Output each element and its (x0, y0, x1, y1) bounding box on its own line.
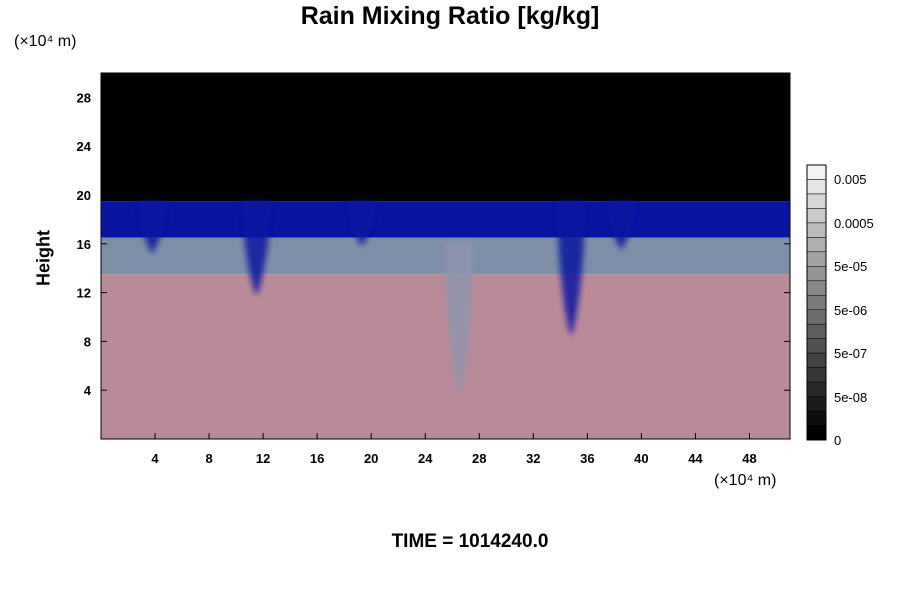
plume-5 (607, 201, 636, 250)
y-axis-unit: (×10⁴ m) (14, 33, 77, 50)
colorbar-label: 5e-05 (834, 259, 867, 274)
colorbar-cell (806, 381, 827, 397)
colorbar-label: 5e-06 (834, 303, 867, 318)
band-upper (101, 201, 790, 238)
colorbar-cell (806, 179, 827, 195)
colorbar-cell (806, 338, 827, 354)
plume-0 (138, 201, 167, 254)
colorbar-cell (806, 367, 827, 383)
plume-3 (445, 243, 474, 397)
plume-2 (347, 201, 376, 247)
x-tick-label: 8 (205, 451, 212, 466)
colorbar-label: 5e-08 (834, 390, 867, 405)
x-tick-label: 24 (418, 451, 433, 466)
y-tick-label: 12 (77, 286, 91, 301)
colorbar-cell (806, 266, 827, 282)
colorbar-label: 5e-07 (834, 346, 867, 361)
x-axis-unit: (×10⁴ m) (714, 472, 777, 489)
y-tick-label: 28 (77, 90, 91, 105)
colorbar-cell (806, 222, 827, 238)
plume-1 (242, 201, 271, 296)
plot-frame (100, 72, 791, 440)
colorbar-cell (806, 251, 827, 267)
y-tick-label: 20 (77, 188, 91, 203)
y-tick-label: 24 (77, 139, 92, 154)
colorbar-cell (806, 208, 827, 224)
x-tick-label: 32 (526, 451, 540, 466)
band-top (101, 73, 790, 202)
band-lower (101, 274, 790, 439)
x-tick-label: 20 (364, 451, 378, 466)
x-tick-label: 40 (634, 451, 648, 466)
colorbar-cell (806, 295, 827, 310)
colorbar-label: 0.0005 (834, 216, 874, 231)
colorbar-cell (806, 410, 827, 426)
colorbar-label: 0.005 (834, 172, 867, 187)
colorbar-cell (806, 164, 827, 180)
x-tick-label: 4 (151, 451, 159, 466)
x-tick-label: 16 (310, 451, 324, 466)
time-label: TIME = 1014240.0 (391, 531, 549, 552)
colorbar-cell (806, 323, 827, 339)
colorbar-cell (806, 425, 827, 441)
y-tick-label: 8 (84, 334, 91, 349)
colorbar-cell (806, 280, 827, 296)
plot-area (101, 73, 790, 439)
y-tick-label: 4 (84, 383, 92, 398)
colorbar-cell (806, 237, 827, 253)
x-tick-label: 36 (580, 451, 594, 466)
x-tick-label: 48 (742, 451, 756, 466)
colorbar-cell (806, 309, 827, 325)
y-tick-label: 16 (77, 237, 91, 252)
x-tick-label: 12 (256, 451, 270, 466)
x-tick-label: 28 (472, 451, 486, 466)
colorbar-label: 0 (834, 433, 841, 448)
x-tick-label: 44 (688, 451, 703, 466)
plume-4 (557, 201, 586, 336)
colorbar-cell (806, 352, 827, 368)
colorbar-cell (806, 193, 827, 209)
colorbar-cell (806, 396, 827, 412)
colorbar-frame (806, 164, 827, 441)
chart-title: Rain Mixing Ratio [kg/kg] (300, 2, 600, 30)
colorbar: 0.005 0.0005 5e-05 5e-06 5e-07 5e-08 0 (806, 164, 874, 448)
